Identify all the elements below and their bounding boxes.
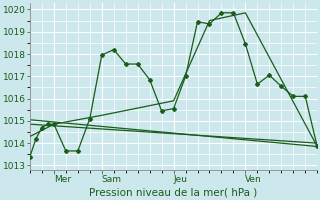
X-axis label: Pression niveau de la mer( hPa ): Pression niveau de la mer( hPa ): [90, 187, 258, 197]
